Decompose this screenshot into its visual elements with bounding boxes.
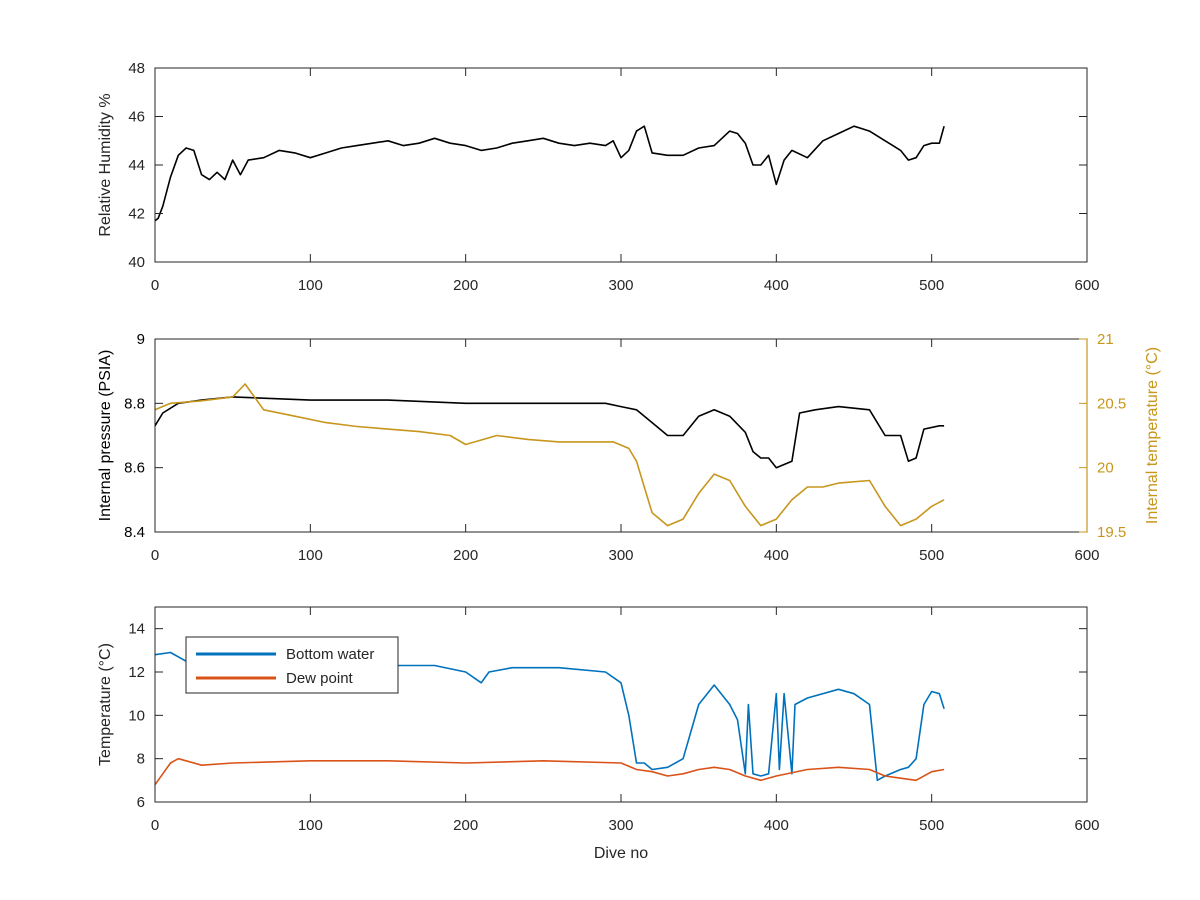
- x-tick-label: 200: [453, 547, 478, 564]
- x-tick-label: 300: [608, 547, 633, 564]
- x-tick-label: 0: [151, 277, 159, 294]
- y2-tick-label: 20.5: [1097, 395, 1126, 412]
- legend: Bottom water Dew point: [185, 636, 399, 694]
- y-tick-label: 8: [137, 751, 145, 768]
- x-tick-label: 500: [919, 277, 944, 294]
- panel-internal-pressure-temperature: 0 100 200 300 400 500 600 8.4 8.6 8.8 9 19.5 20 20.5 2…: [97, 331, 1161, 564]
- y-tick-label: 42: [128, 206, 145, 223]
- y-axis-label: Internal pressure (PSIA): [97, 350, 114, 522]
- y-tick-label: 14: [128, 621, 145, 638]
- legend-label: Dew point: [286, 670, 354, 687]
- x-tick-label: 100: [298, 277, 323, 294]
- y-axis-label: Relative Humidity %: [97, 93, 114, 236]
- series-line-main-0: [154, 125, 945, 222]
- x-tick-label: 200: [453, 277, 478, 294]
- y2-tick-label: 19.5: [1097, 524, 1126, 541]
- y-axis-label: Temperature (°C): [97, 643, 114, 766]
- y-tick-label: 46: [128, 109, 145, 126]
- y-tick-label: 44: [128, 157, 145, 174]
- x-tick-label: 200: [453, 817, 478, 834]
- x-tick-label: 100: [298, 547, 323, 564]
- x-tick-label: 600: [1074, 277, 1099, 294]
- series-line-right-1: [154, 383, 945, 527]
- x-tick-label: 600: [1074, 547, 1099, 564]
- x-tick-label: 400: [764, 817, 789, 834]
- series-line-left-0: [154, 396, 945, 469]
- y-tick-label: 40: [128, 254, 145, 271]
- y2-tick-label: 20: [1097, 460, 1114, 477]
- y-tick-label: 8.4: [124, 524, 145, 541]
- y2-tick-label: 21: [1097, 331, 1114, 348]
- x-tick-label: 300: [608, 817, 633, 834]
- y-tick-label: 8.6: [124, 460, 145, 477]
- x-tick-label: 400: [764, 547, 789, 564]
- x-tick-label: 600: [1074, 817, 1099, 834]
- y-tick-label: 9: [137, 331, 145, 348]
- x-axis-label: Dive no: [594, 845, 648, 862]
- series-line-bottom-water: [154, 651, 945, 782]
- y-tick-label: 10: [128, 707, 145, 724]
- x-tick-label: 500: [919, 817, 944, 834]
- y-tick-label: 6: [137, 794, 145, 811]
- series-line-dew-point: [154, 757, 945, 786]
- panel-temperature: 0 100 200 300 400 500 600 6 8 10 12 14 Temperature (…: [97, 606, 1100, 862]
- y-tick-label: 8.8: [124, 395, 145, 412]
- x-tick-label: 0: [151, 817, 159, 834]
- x-tick-label: 300: [608, 277, 633, 294]
- x-tick-label: 400: [764, 277, 789, 294]
- x-tick-label: 500: [919, 547, 944, 564]
- y-tick-label: 48: [128, 60, 145, 77]
- x-tick-label: 0: [151, 547, 159, 564]
- y2-axis-label: Internal temperature (°C): [1144, 347, 1161, 524]
- y-tick-label: 12: [128, 664, 145, 681]
- legend-box: [185, 636, 399, 694]
- panel-relative-humidity: 0 100 200 300 400 500 600 40 42 44 46 48 Relative Hu…: [97, 60, 1100, 294]
- legend-label: Bottom water: [286, 646, 374, 663]
- x-tick-label: 100: [298, 817, 323, 834]
